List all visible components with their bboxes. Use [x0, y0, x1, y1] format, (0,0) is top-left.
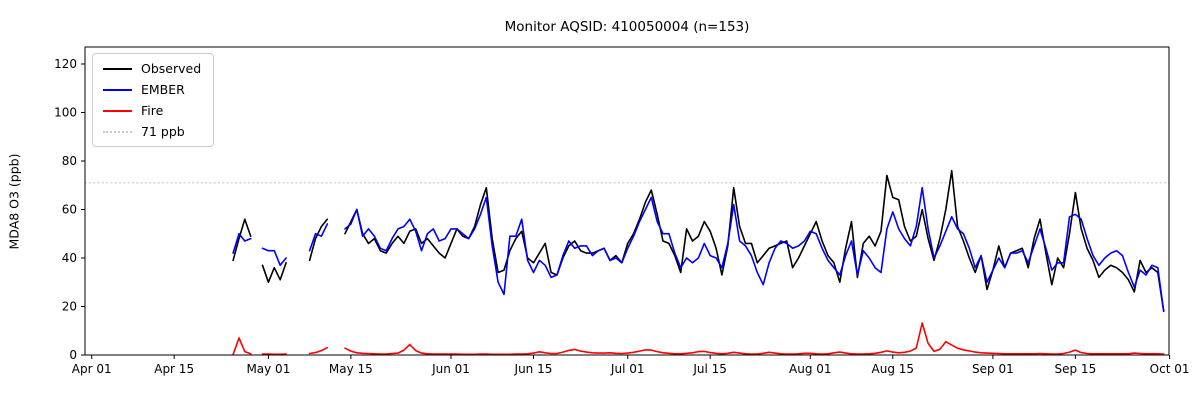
- legend-label-threshold: 71 ppb: [141, 124, 185, 139]
- legend-item-threshold: 71 ppb: [103, 125, 201, 138]
- x-tick-label: Jun 01: [431, 362, 470, 376]
- y-tick-label: 120: [54, 57, 77, 71]
- x-tick-label: Aug 15: [872, 362, 915, 376]
- threshold-line-swatch: [103, 130, 132, 133]
- y-tick-label: 0: [69, 348, 77, 362]
- y-tick-label: 100: [54, 106, 77, 120]
- y-axis-label: MDA8 O3 (ppb): [6, 153, 22, 250]
- x-tick-label: Apr 15: [154, 362, 194, 376]
- legend-label-ember: EMBER: [141, 82, 185, 97]
- observed-series-line: [232, 169, 1165, 313]
- x-tick-label: Aug 01: [789, 362, 832, 376]
- x-tick-label: Sep 01: [972, 362, 1014, 376]
- legend-item-observed: Observed: [103, 62, 201, 75]
- legend-item-ember: EMBER: [103, 83, 201, 96]
- observed-line-swatch: [103, 67, 132, 70]
- x-tick-label: May 15: [329, 362, 373, 376]
- x-tick-label: May 01: [246, 362, 290, 376]
- x-tick-label: Jul 01: [610, 362, 645, 376]
- ember-line-swatch: [103, 88, 132, 91]
- y-tick-label: 20: [62, 300, 77, 314]
- ember-series-line: [232, 186, 1165, 313]
- chart-title: Monitor AQSID: 410050004 (n=153): [504, 19, 750, 35]
- legend: Observed EMBER Fire 71 ppb: [92, 53, 215, 147]
- fire-series-line: [232, 322, 1165, 356]
- legend-label-fire: Fire: [141, 103, 164, 118]
- y-tick-label: 40: [62, 251, 77, 265]
- y-tick-label: 60: [62, 203, 77, 217]
- x-tick-label: Jun 15: [514, 362, 553, 376]
- y-tick-label: 80: [62, 154, 77, 168]
- legend-item-fire: Fire: [103, 104, 201, 117]
- plot-border: [84, 46, 1170, 356]
- x-tick-label: Oct 01: [1150, 362, 1190, 376]
- fire-line-swatch: [103, 109, 132, 112]
- x-tick-label: Apr 01: [72, 362, 112, 376]
- x-tick-label: Sep 15: [1055, 362, 1097, 376]
- x-tick-label: Jul 15: [692, 362, 727, 376]
- legend-label-observed: Observed: [141, 61, 202, 76]
